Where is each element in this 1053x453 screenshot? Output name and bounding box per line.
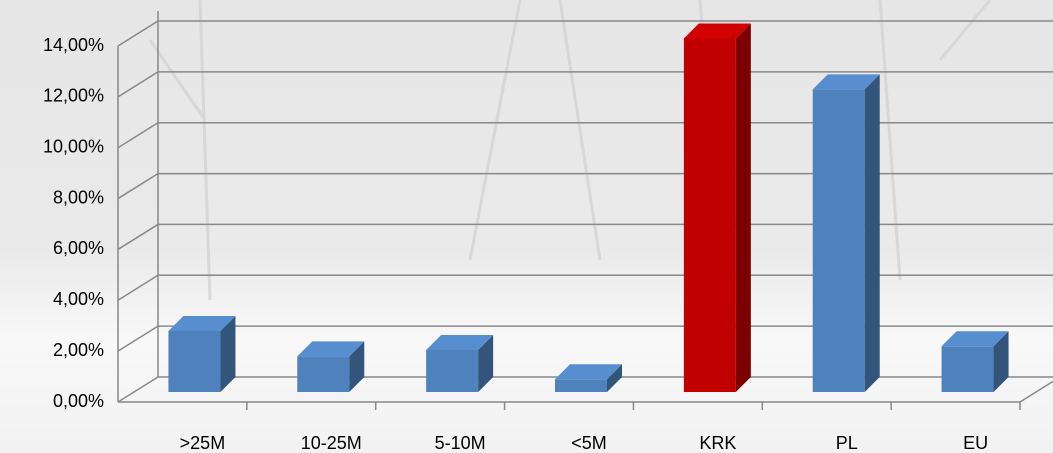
bar-side <box>607 364 622 392</box>
x-tick-label: EU <box>963 433 988 453</box>
bar-top <box>555 364 622 380</box>
bar-top <box>297 341 365 357</box>
bar-top <box>426 335 494 351</box>
grid-line <box>117 121 1053 149</box>
grid-line <box>117 325 1053 352</box>
bar <box>941 331 1009 392</box>
y-tick-label: 2,00% <box>53 340 104 360</box>
bar <box>683 23 751 393</box>
bar-top <box>168 315 236 331</box>
y-tick-label: 0,00% <box>53 391 104 411</box>
y-tick-label: 12,00% <box>43 86 104 106</box>
bar-top <box>683 23 751 39</box>
y-tick-label: 8,00% <box>53 187 104 207</box>
bar-side <box>349 341 365 392</box>
bar-front <box>941 346 994 392</box>
bar <box>555 364 622 392</box>
bar-side <box>735 23 751 393</box>
bar-front <box>168 330 221 392</box>
bar-side <box>478 335 494 392</box>
grid-line <box>117 223 1053 251</box>
y-tick-label: 10,00% <box>43 136 104 156</box>
x-tick-label: <5M <box>571 433 607 453</box>
bar-side <box>993 331 1009 392</box>
x-tick-label: 5-10M <box>435 433 486 453</box>
grid-line <box>117 376 1053 403</box>
x-tick-label: 10-25M <box>301 433 362 453</box>
bar-front <box>297 356 350 392</box>
bar <box>812 74 880 393</box>
y-tick-label: 6,00% <box>53 238 104 258</box>
bar-top <box>812 74 880 90</box>
bar-front <box>812 89 865 393</box>
grid-line <box>117 71 1053 98</box>
x-tick-label: PL <box>836 433 858 453</box>
bar-front <box>426 350 479 392</box>
x-tick-label: KRK <box>699 433 736 453</box>
y-tick-label: 14,00% <box>43 35 104 55</box>
bar-front <box>683 38 736 393</box>
grid-line <box>117 20 1053 47</box>
bar <box>168 315 236 392</box>
bar-side <box>864 74 880 393</box>
bar <box>426 335 494 392</box>
grid-line <box>117 172 1053 200</box>
bar-side <box>220 315 236 392</box>
x-tick-label: >25M <box>180 433 226 453</box>
bar-front <box>555 379 607 392</box>
y-tick-label: 4,00% <box>53 289 104 309</box>
grid-line <box>117 274 1053 301</box>
bar-top <box>941 331 1009 347</box>
bar <box>297 341 365 392</box>
